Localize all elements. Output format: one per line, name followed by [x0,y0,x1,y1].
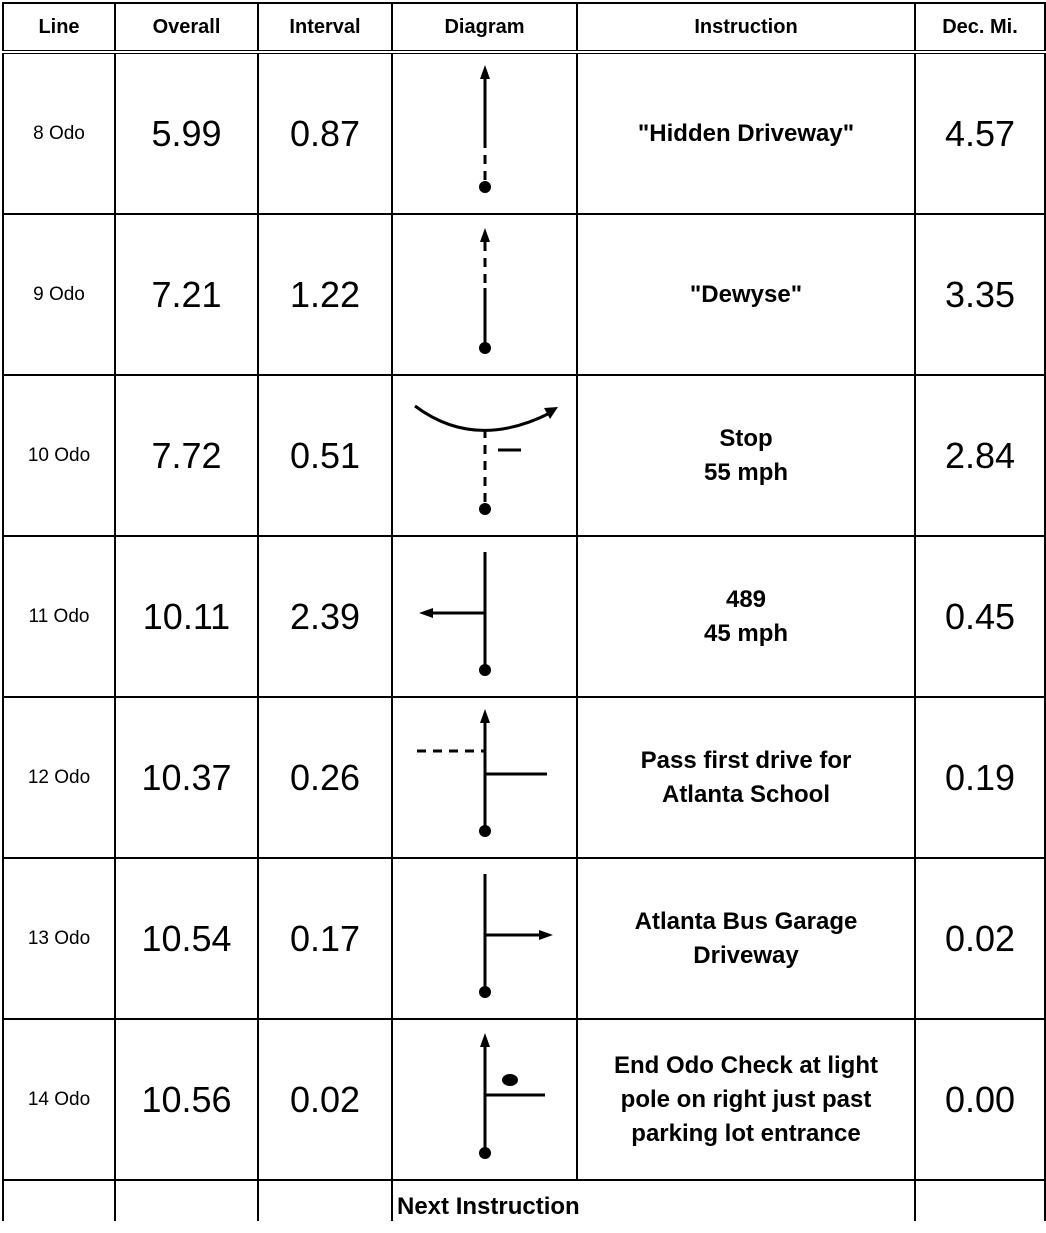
turn-right-icon [478,873,553,998]
table-row: 11 Odo 10.11 2.39 489 45 mph 0.45 [2,535,1046,698]
table-row: 9 Odo 7.21 1.22 "Dewyse" 3.35 [2,213,1046,376]
interval-cell: 1.22 [257,213,393,376]
instruction-line: Stop [719,424,773,452]
instruction-line: 489 [725,585,767,613]
diagram-cell [391,51,578,215]
interval-cell: 0.02 [257,1018,393,1181]
instruction-line: 45 mph [703,619,789,647]
overall-cell: 7.72 [114,374,259,537]
header-overall: Overall [114,2,259,53]
header-dec-mi: Dec. Mi. [914,2,1046,53]
instruction-line: "Dewyse" [689,280,803,308]
overall-cell [114,1179,259,1221]
line-cell [2,1179,116,1221]
interval-cell: 0.87 [257,51,393,215]
instruction-line: 55 mph [703,458,789,486]
table-row: 12 Odo 10.37 0.26 Pass first drive for A… [2,696,1046,859]
overall-cell: 7.21 [114,213,259,376]
line-cell: 13 Odo [2,857,116,1020]
table-row: 13 Odo 10.54 0.17 Atlanta Bus Garage Dri… [2,857,1046,1020]
straight-dashed-top-arrow-icon [478,227,491,354]
interval-cell: 2.39 [257,535,393,698]
dec-mi-cell: 4.57 [914,51,1046,215]
instruction-cell: End Odo Check at light pole on right jus… [576,1018,916,1181]
instruction-line: "Hidden Driveway" [637,119,855,147]
dec-mi-cell: 0.45 [914,535,1046,698]
interval-cell: 0.17 [257,857,393,1020]
instruction-cell: Pass first drive for Atlanta School [576,696,916,859]
instruction-line: End Odo Check at light [613,1051,878,1079]
line-cell: 9 Odo [2,213,116,376]
instruction-line: Atlanta Bus Garage [634,907,858,935]
header-diagram: Diagram [391,2,578,53]
overall-cell: 10.56 [114,1018,259,1181]
diagram-cell [391,696,578,859]
table-row: 8 Odo 5.99 0.87 "Hidden Driveway" 4.57 [2,51,1046,215]
diagram-cell [391,374,578,537]
t-intersection-curve-right-icon [413,404,558,515]
straight-landmark-right-icon [478,1032,545,1159]
diagram-cell [391,1018,578,1181]
interval-cell: 0.51 [257,374,393,537]
straight-dashed-bottom-arrow-icon [478,64,491,193]
interval-cell [257,1179,393,1221]
overall-cell: 10.54 [114,857,259,1020]
instruction-cell: Atlanta Bus Garage Driveway [576,857,916,1020]
line-cell: 14 Odo [2,1018,116,1181]
overall-cell: 10.37 [114,696,259,859]
diagram-cell [391,857,578,1020]
instruction-cell: "Hidden Driveway" [576,51,916,215]
line-cell: 12 Odo [2,696,116,859]
line-cell: 11 Odo [2,535,116,698]
header-row: Line Overall Interval Diagram Instructio… [2,2,1046,53]
next-instruction-row: Next Instruction [2,1179,1046,1221]
dec-mi-cell: 0.19 [914,696,1046,859]
dec-mi-cell: 0.02 [914,857,1046,1020]
dec-mi-cell: 0.00 [914,1018,1046,1181]
dec-mi-cell: 3.35 [914,213,1046,376]
line-cell: 8 Odo [2,51,116,215]
straight-pass-intersection-icon [416,708,547,837]
diagram-cell [391,535,578,698]
instruction-line: parking lot entrance [631,1119,861,1147]
diagram-cell [391,213,578,376]
overall-cell: 5.99 [114,51,259,215]
instruction-cell: 489 45 mph [576,535,916,698]
table-row: 10 Odo 7.72 0.51 Stop 55 mph 2.84 [2,374,1046,537]
header-line: Line [2,2,116,53]
table-row: 14 Odo 10.56 0.02 End Odo Check at light… [2,1018,1046,1181]
instruction-line: pole on right just past [620,1085,872,1113]
instruction-cell: Stop 55 mph [576,374,916,537]
line-cell: 10 Odo [2,374,116,537]
next-instruction-label: Next Instruction [392,1179,916,1221]
dec-mi-cell [914,1179,1046,1221]
dec-mi-cell: 2.84 [914,374,1046,537]
instruction-cell: "Dewyse" [576,213,916,376]
instruction-line: Pass first drive for [640,746,852,774]
instruction-line: Driveway [693,941,799,969]
instruction-line: Atlanta School [661,780,830,808]
header-instruction: Instruction [576,2,916,53]
interval-cell: 0.26 [257,696,393,859]
header-interval: Interval [257,2,393,53]
overall-cell: 10.11 [114,535,259,698]
turn-left-icon [418,551,491,676]
